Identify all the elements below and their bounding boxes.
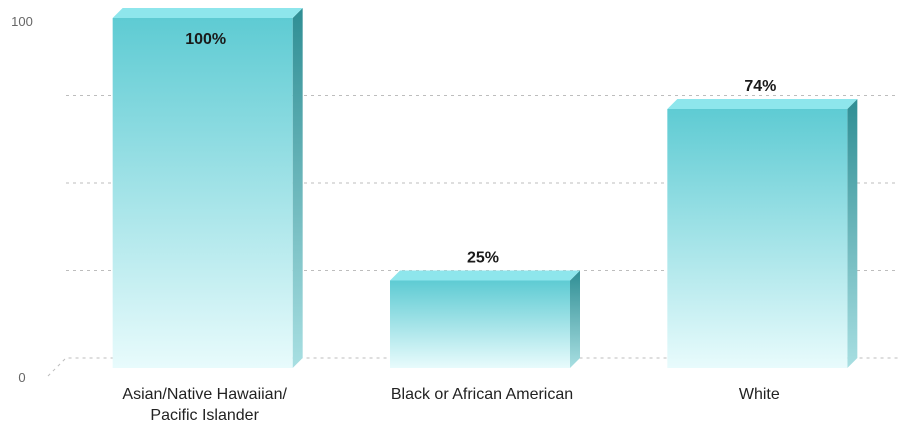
bar-side — [847, 99, 858, 368]
labels: 100% Asian/Native Hawaiian/Pacific Island… — [122, 31, 779, 424]
y-tick-label: 100 — [11, 14, 33, 29]
bar — [667, 99, 858, 368]
bar-front — [390, 280, 570, 368]
bar — [112, 8, 303, 368]
bars — [112, 8, 858, 368]
category-label: Black or African American — [391, 386, 573, 403]
bar-top — [390, 270, 580, 281]
bar-top — [667, 99, 858, 109]
bar-side — [292, 8, 303, 368]
bar — [390, 270, 580, 368]
baseline — [47, 357, 898, 377]
data-label: 100% — [185, 31, 226, 48]
bar-top — [112, 8, 303, 18]
category-label: Asian/Native Hawaiian/Pacific Islander — [122, 386, 287, 424]
category-label: White — [739, 386, 780, 403]
bar-side — [570, 270, 580, 368]
data-label: 74% — [744, 78, 776, 95]
y-axis: 0 100 — [11, 14, 33, 385]
y-tick-label: 0 — [18, 370, 25, 385]
data-label: 25% — [467, 250, 499, 267]
bar-front — [667, 109, 848, 368]
bar-front — [112, 18, 293, 368]
